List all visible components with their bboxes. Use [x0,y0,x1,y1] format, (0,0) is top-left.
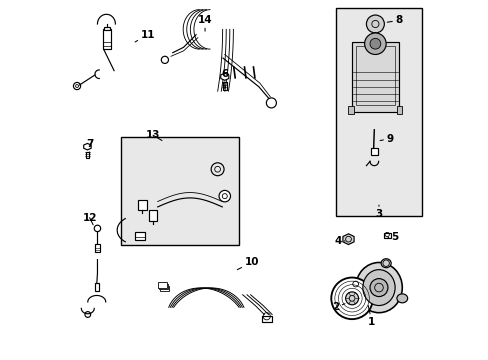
Circle shape [366,15,384,33]
Circle shape [364,33,386,54]
Bar [348,107,353,114]
Text: 2: 2 [332,302,344,312]
Text: 14: 14 [197,15,212,31]
Bar [148,211,157,221]
Bar [102,30,110,49]
Bar [135,232,145,240]
Polygon shape [342,234,353,244]
Bar [159,284,168,289]
Bar [222,82,226,90]
Text: 8: 8 [386,15,402,26]
Ellipse shape [380,259,390,268]
Circle shape [345,292,358,305]
Polygon shape [220,73,228,80]
Bar [85,152,89,158]
Text: 5: 5 [387,232,398,242]
Ellipse shape [355,262,402,313]
Text: 7: 7 [86,139,93,155]
Text: 10: 10 [237,257,258,270]
Bar [158,282,167,288]
Text: 1: 1 [367,306,375,327]
Bar [160,286,169,291]
Circle shape [219,190,230,202]
Circle shape [266,98,276,108]
Text: 3: 3 [375,205,382,219]
Ellipse shape [396,294,407,303]
Ellipse shape [362,270,394,306]
Bar [351,42,398,112]
Bar [95,283,99,291]
Bar [355,45,394,105]
Polygon shape [83,143,91,150]
Text: 11: 11 [135,30,155,42]
Bar [335,8,421,216]
Circle shape [330,278,372,319]
Bar [138,200,146,210]
Text: 12: 12 [82,213,97,225]
Ellipse shape [350,279,360,288]
Bar [104,27,109,30]
Bar [261,316,271,321]
Text: 13: 13 [145,130,162,140]
Bar [370,148,377,155]
Circle shape [369,39,380,49]
Bar [95,244,100,252]
Bar [383,233,390,238]
Circle shape [369,279,387,297]
Text: 9: 9 [379,134,392,144]
Text: 6: 6 [221,69,228,89]
Bar [396,107,402,114]
Text: 4: 4 [333,236,344,246]
Bar [121,137,239,244]
